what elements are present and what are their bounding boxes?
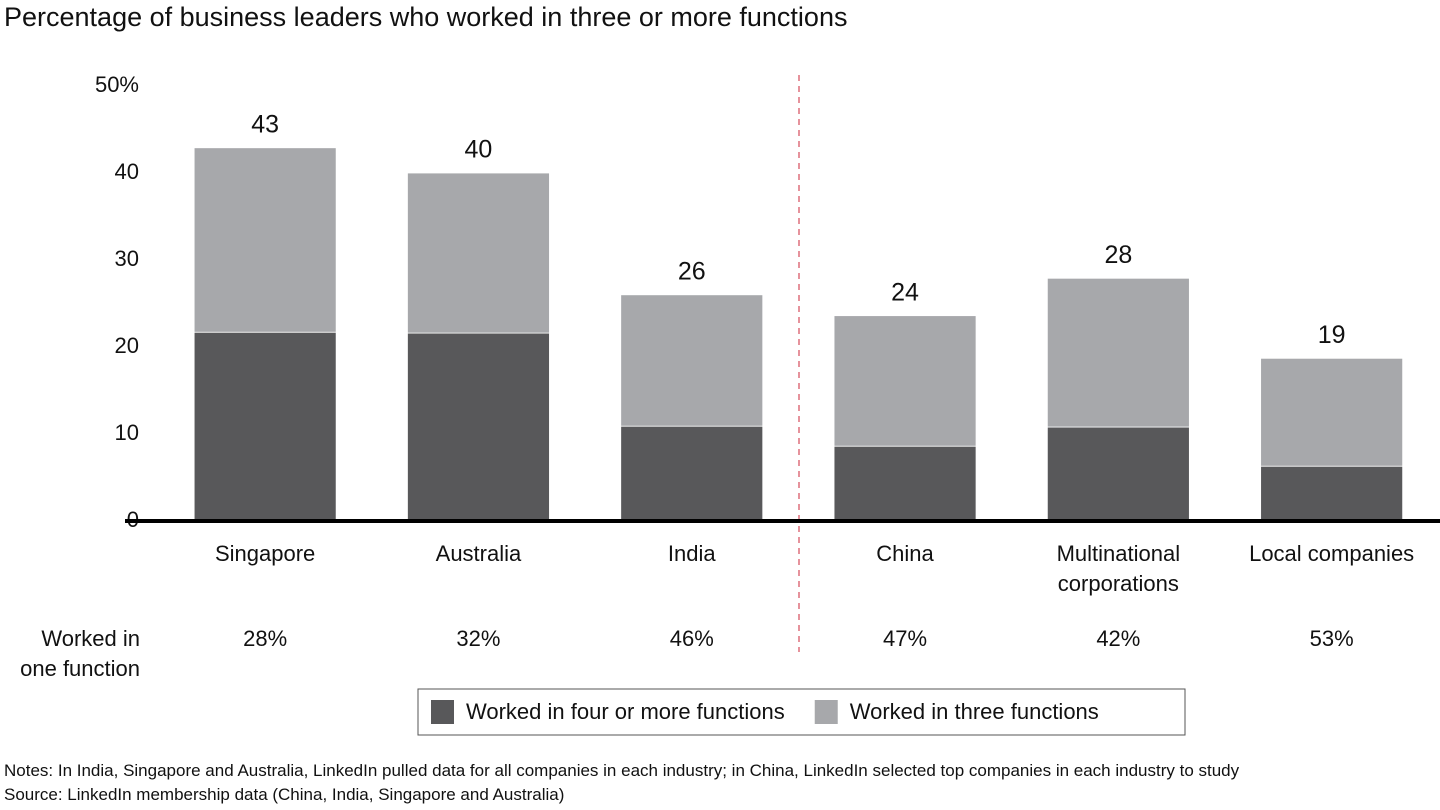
- x-tick-label: China: [876, 541, 934, 566]
- y-tick-label: 50%: [95, 72, 139, 97]
- bar-segment: [193, 331, 337, 522]
- one-function-value: 47%: [883, 626, 928, 651]
- bar-segment: [407, 172, 550, 334]
- row-label: Worked in one function: [20, 626, 140, 681]
- bar-segment: [407, 332, 550, 522]
- notes: Notes: In India, Singapore and Australia…: [4, 761, 1240, 780]
- one-function-value: 28%: [243, 626, 288, 651]
- bar-segment: [193, 147, 337, 333]
- bar-segment: [620, 294, 764, 427]
- bar-segment: [1046, 277, 1190, 428]
- bar-segment: [620, 425, 764, 522]
- total-label: 19: [1318, 321, 1346, 349]
- one-function-value: 42%: [1096, 626, 1141, 651]
- x-tick-label: India: [667, 541, 716, 566]
- one-function-value: 32%: [456, 626, 501, 651]
- total-label: 40: [465, 136, 493, 164]
- total-label: 24: [891, 278, 919, 306]
- y-tick-label: 30: [115, 246, 139, 271]
- bar-segment: [1046, 426, 1190, 522]
- total-label: 28: [1104, 241, 1132, 269]
- legend-swatch: [431, 700, 454, 724]
- legend-box: [417, 688, 1186, 736]
- bar-segment: [1260, 357, 1404, 467]
- y-tick-label: 20: [115, 333, 139, 358]
- one-function-value: 46%: [669, 626, 714, 651]
- x-tick-label: Singapore: [214, 541, 316, 566]
- x-tick-label: Australia: [435, 541, 522, 566]
- bar-segment: [833, 445, 977, 522]
- total-label: 26: [678, 257, 706, 285]
- legend-label: Worked in four or more functions: [466, 699, 785, 724]
- total-label: 43: [251, 110, 279, 138]
- legend-label: Worked in three functions: [850, 699, 1099, 724]
- x-tick-label: Local companies: [1249, 541, 1415, 566]
- source: Source: LinkedIn membership data (China,…: [4, 785, 565, 804]
- y-tick-label: 10: [115, 420, 139, 445]
- chart-title: Percentage of business leaders who worke…: [4, 2, 848, 32]
- one-function-value: 53%: [1309, 626, 1354, 651]
- bar-segment: [1260, 465, 1404, 522]
- x-tick-label: Multinational corporations: [1056, 541, 1181, 596]
- legend-swatch: [814, 700, 838, 724]
- y-tick-label: 40: [115, 159, 139, 184]
- bar-segment: [833, 315, 977, 447]
